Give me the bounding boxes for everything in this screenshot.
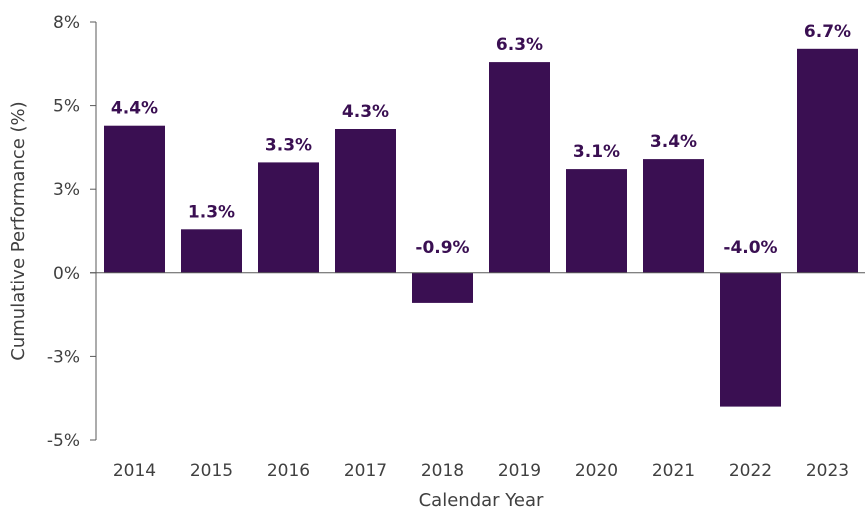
- bar-2018: [412, 272, 473, 303]
- x-tick-label-2019: 2019: [498, 461, 541, 481]
- y-tick-label: 8%: [53, 13, 80, 33]
- y-tick-label: 5%: [53, 97, 80, 117]
- y-tick-label: -5%: [47, 431, 80, 451]
- data-label-2015: 1.3%: [188, 202, 235, 222]
- bar-2014: [104, 125, 165, 273]
- x-axis-title: Calendar Year: [419, 490, 544, 511]
- bar-2015: [181, 229, 242, 273]
- bar-2016: [258, 162, 319, 273]
- bars-group: [104, 48, 858, 407]
- bar-2023: [797, 48, 858, 273]
- x-tick-label-2015: 2015: [190, 461, 233, 481]
- data-label-2016: 3.3%: [265, 135, 312, 155]
- y-tick-label: 3%: [53, 180, 80, 200]
- data-label-2018: -0.9%: [415, 238, 469, 258]
- x-tick-label-2018: 2018: [421, 461, 464, 481]
- x-tick-label-2020: 2020: [575, 461, 618, 481]
- y-tick-label: 0%: [53, 264, 80, 284]
- data-label-2022: -4.0%: [723, 238, 777, 258]
- y-axis-ticks: 8% 5% 3% 0% -3% -5%: [47, 13, 96, 451]
- x-tick-label-2014: 2014: [113, 461, 156, 481]
- y-axis-title: Cumulative Performance (%): [8, 101, 29, 360]
- data-label-2021: 3.4%: [650, 132, 697, 152]
- x-tick-label-2017: 2017: [344, 461, 387, 481]
- y-tick-label: -3%: [47, 347, 80, 367]
- bar-2020: [566, 169, 627, 273]
- x-axis-ticks: 2014 2015 2016 2017 2018 2019 2020 2021 2022 2023: [113, 461, 849, 481]
- data-label-2019: 6.3%: [496, 35, 543, 55]
- x-tick-label-2021: 2021: [652, 461, 695, 481]
- x-tick-label-2022: 2022: [729, 461, 772, 481]
- bar-2017: [335, 129, 396, 273]
- data-labels-group: 4.4% 1.3% 3.3% 4.3% -0.9% 6.3% 3.1% 3.4% -4.0% 6.…: [111, 22, 851, 258]
- bar-2022: [720, 272, 781, 407]
- data-label-2017: 4.3%: [342, 102, 389, 122]
- x-tick-label-2023: 2023: [806, 461, 849, 481]
- data-label-2023: 6.7%: [804, 22, 851, 42]
- data-label-2020: 3.1%: [573, 142, 620, 162]
- x-tick-label-2016: 2016: [267, 461, 310, 481]
- bar-2021: [643, 159, 704, 273]
- data-label-2014: 4.4%: [111, 99, 158, 119]
- bar-2019: [489, 62, 550, 273]
